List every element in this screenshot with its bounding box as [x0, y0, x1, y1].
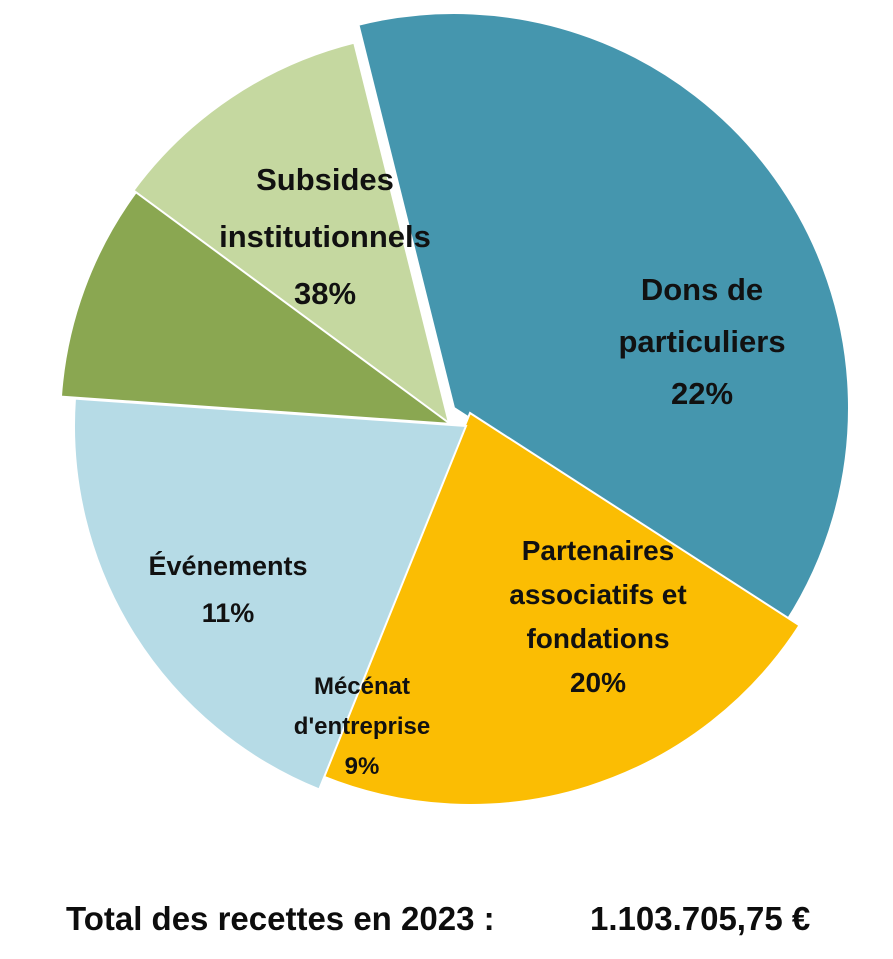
- slice-label-subsides: Subsides institutionnels 38%: [219, 162, 431, 311]
- slice-label-line: 9%: [345, 753, 380, 780]
- slice-label-line: associatifs et: [509, 579, 686, 610]
- slice-label-mecenat: Mécénat d'entreprise 9%: [294, 673, 430, 780]
- slice-label-dons-de: Dons de particuliers 22%: [618, 272, 785, 411]
- slice-label-line: institutionnels: [219, 219, 431, 254]
- slice-label-evenements: Événements 11%: [148, 550, 307, 628]
- slice-label-line: 22%: [671, 376, 733, 411]
- total-revenue-label: Total des recettes en 2023 :: [66, 900, 495, 937]
- slice-label-partenaires: Partenaires associatifs et fondations 20%: [509, 535, 686, 698]
- total-revenue-value: 1.103.705,75 €: [590, 900, 811, 937]
- slice-label-line: particuliers: [618, 324, 785, 359]
- pie-slice-evenements: [132, 41, 451, 426]
- slice-label-line: 20%: [570, 667, 626, 698]
- pie-chart: Subsides institutionnels 38% Dons de particu…: [59, 12, 850, 806]
- pie-slice-subsides: [357, 12, 850, 624]
- slice-label-line: d'entreprise: [294, 713, 430, 740]
- pie-slice-mecenat: [59, 189, 456, 426]
- slice-label-line: Subsides: [256, 162, 394, 197]
- pie-slice-partenaires: [73, 397, 468, 791]
- slice-label-line: 11%: [202, 598, 255, 628]
- slice-label-line: Mécénat: [314, 673, 410, 700]
- slice-label-line: fondations: [526, 623, 669, 654]
- pie-slice-dons-de: [321, 411, 801, 806]
- slice-label-line: Événements: [148, 550, 307, 581]
- slice-label-line: 38%: [294, 276, 356, 311]
- slice-label-line: Partenaires: [522, 535, 675, 566]
- pie-chart-svg: Subsides institutionnels 38% Dons de particu…: [59, 12, 850, 806]
- total-revenue-row: Total des recettes en 2023 : 1.103.705,7…: [0, 892, 893, 948]
- slice-label-line: Dons de: [641, 272, 763, 307]
